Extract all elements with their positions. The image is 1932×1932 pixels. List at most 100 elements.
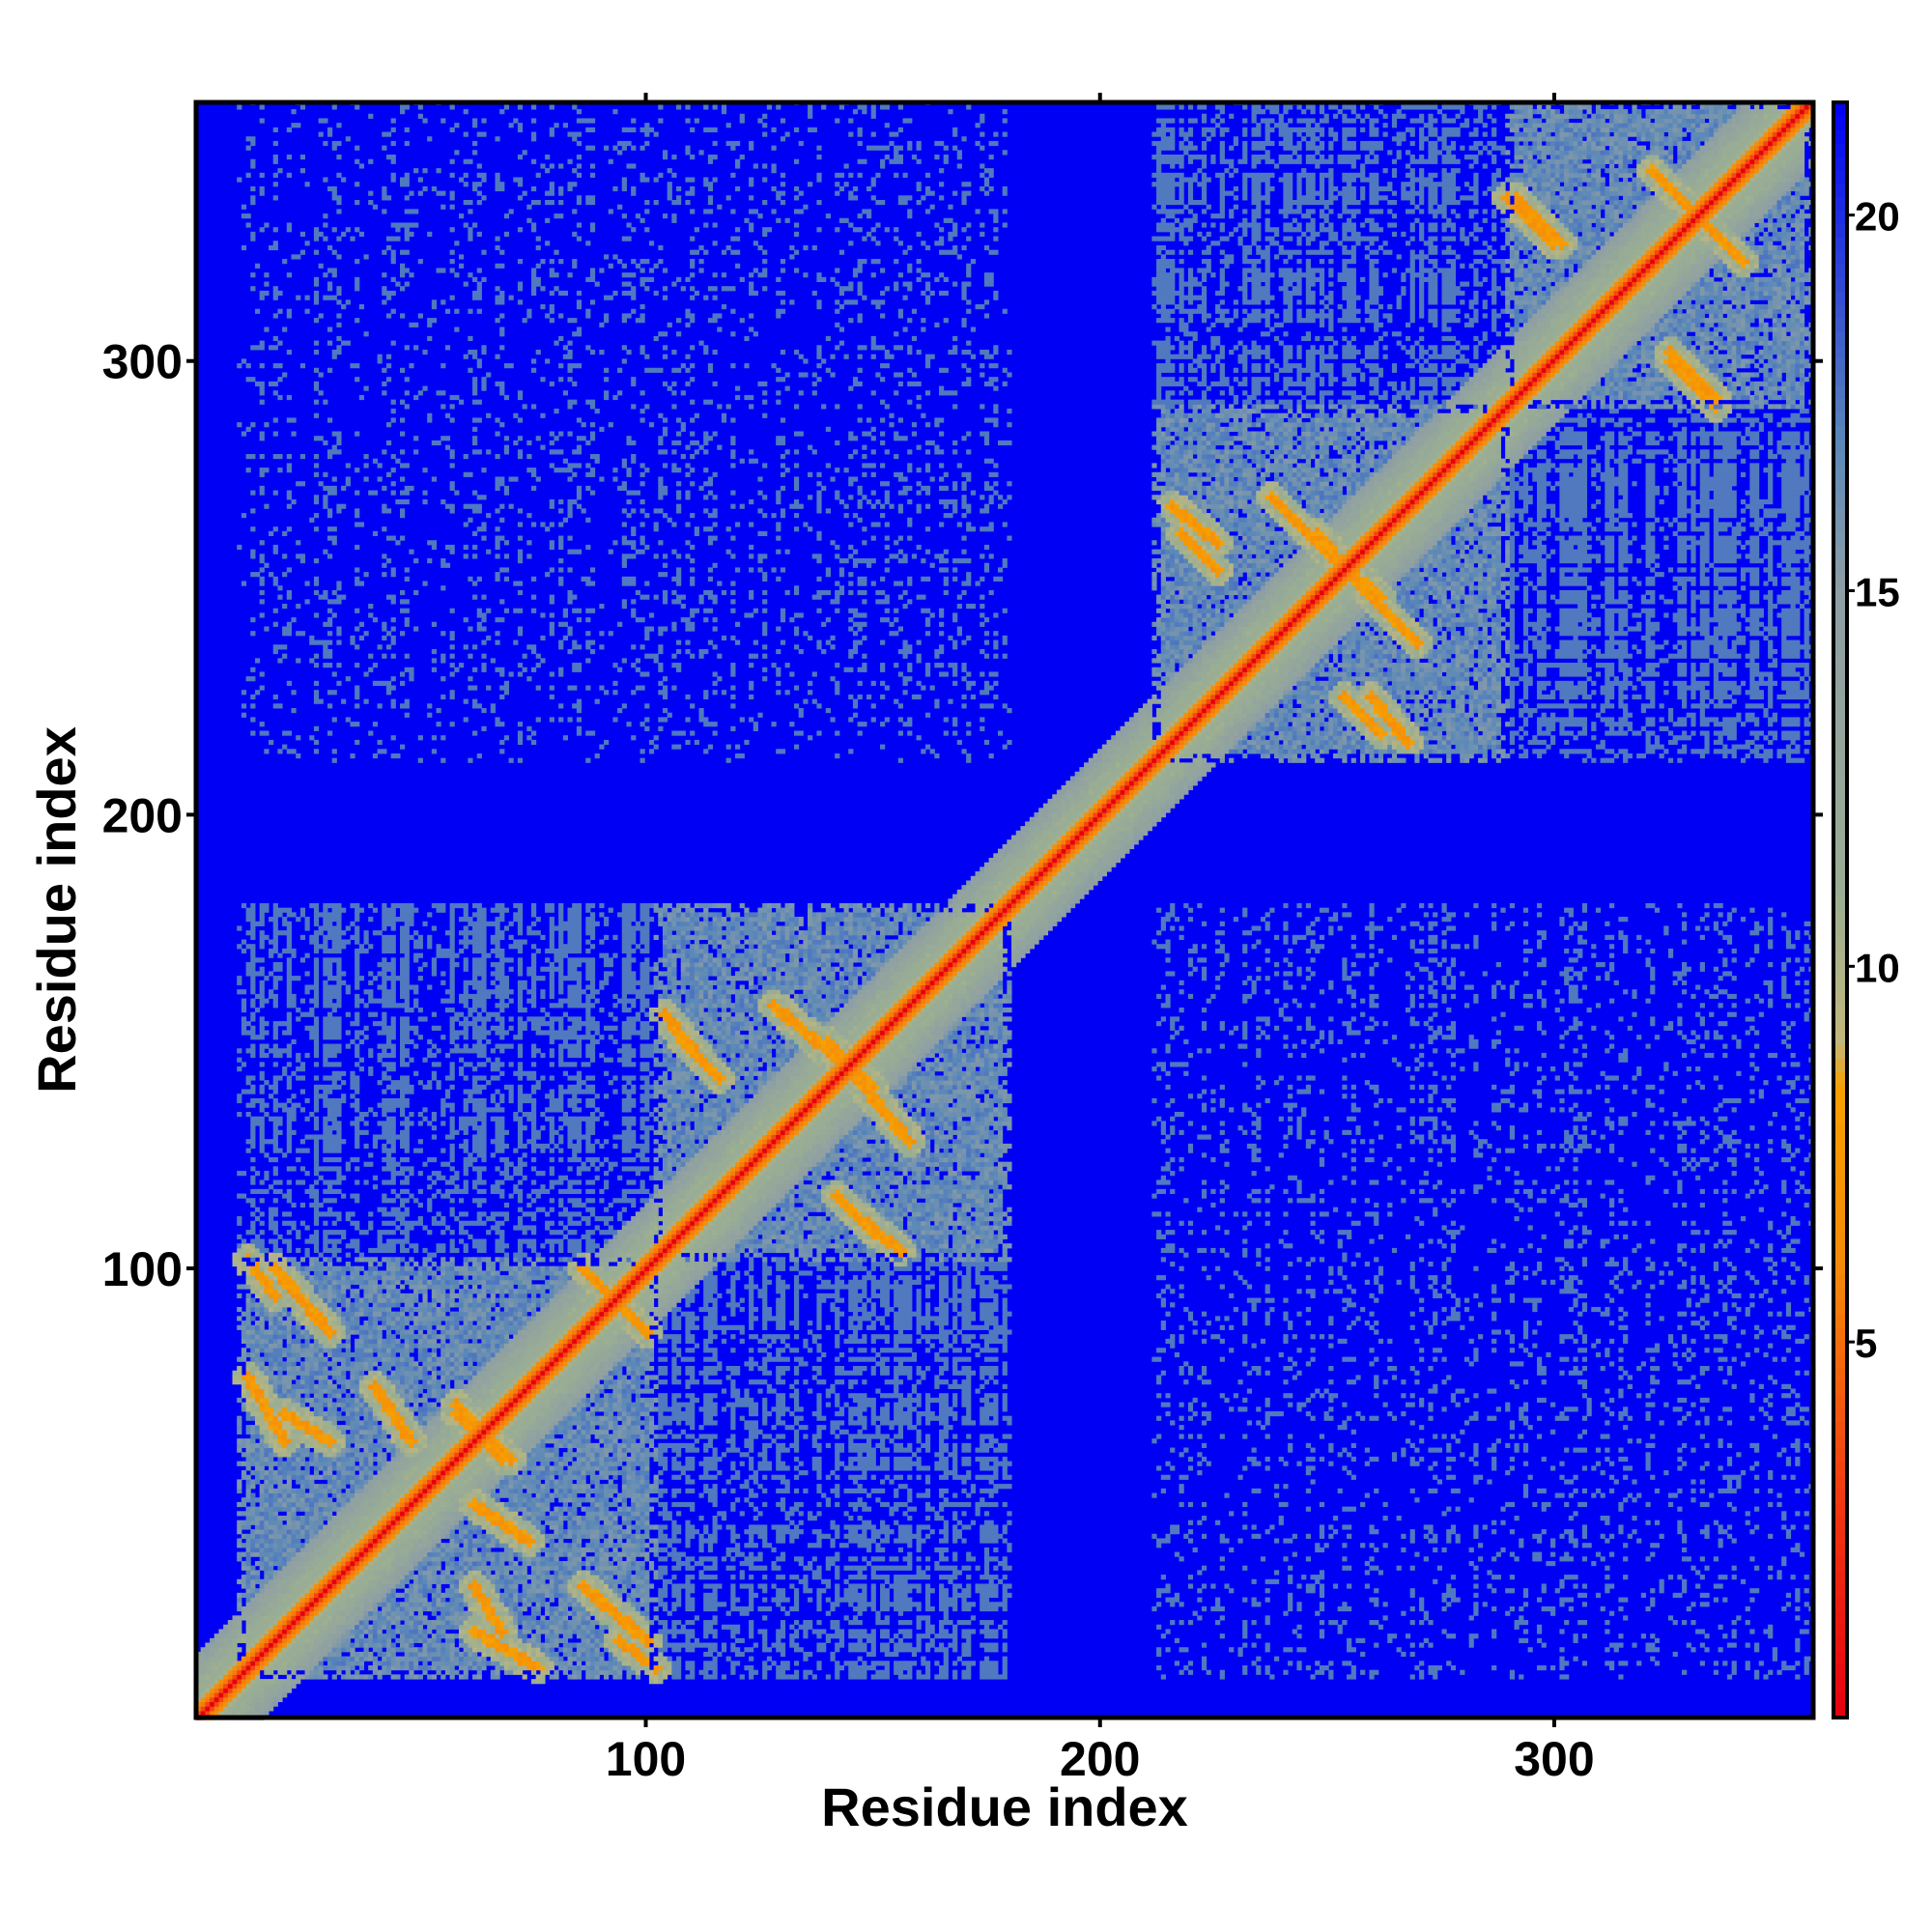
heatmap-cell [282, 1497, 288, 1503]
heatmap-cell [658, 1597, 664, 1603]
heatmap-cell [1360, 1501, 1366, 1508]
heatmap-cell [608, 1642, 613, 1648]
heatmap-cell [631, 1524, 637, 1530]
heatmap-cell [961, 1588, 972, 1594]
heatmap-cell [218, 1637, 224, 1643]
heatmap-cell [508, 1647, 514, 1653]
heatmap-cell [626, 1602, 632, 1607]
heatmap-cell [581, 1547, 586, 1553]
heatmap-cell [522, 1538, 527, 1544]
heatmap-cell [444, 1501, 451, 1508]
heatmap-cell [517, 1642, 524, 1648]
heatmap-cell [404, 1592, 410, 1599]
heatmap-cell [943, 1524, 949, 1530]
heatmap-cell [355, 1615, 360, 1621]
heatmap-cell [939, 1602, 958, 1607]
heatmap-cell [431, 1651, 438, 1658]
heatmap-cell [921, 1661, 931, 1666]
heatmap-cell [653, 1524, 659, 1530]
heatmap-cell [1726, 1642, 1737, 1648]
heatmap-cell [604, 1637, 610, 1643]
heatmap-cell [250, 1547, 256, 1553]
heatmap-cell [1347, 1674, 1356, 1680]
heatmap-cell [463, 1501, 469, 1508]
heatmap-cell [327, 1529, 333, 1535]
heatmap-cell [331, 1651, 337, 1658]
heatmap-cell [382, 1664, 387, 1671]
heatmap-cell [382, 1538, 387, 1544]
heatmap-cell [299, 1570, 306, 1576]
heatmap-cell [382, 1637, 387, 1643]
heatmap-cell [608, 1620, 613, 1626]
heatmap-cell [250, 1575, 256, 1580]
heatmap-cell [481, 1583, 487, 1589]
heatmap-cell [458, 1597, 465, 1603]
heatmap-cell [272, 1688, 278, 1693]
heatmap-cell [1731, 1629, 1737, 1634]
heatmap-cell [535, 1551, 541, 1557]
heatmap-cell [1605, 1647, 1610, 1653]
heatmap-cell [635, 1624, 641, 1630]
heatmap-cell [404, 1588, 410, 1594]
heatmap-cell [916, 1543, 922, 1548]
heatmap-cell [245, 1583, 251, 1589]
heatmap-cell [576, 1647, 582, 1653]
heatmap-cell [291, 1578, 297, 1584]
heatmap-cell [635, 1551, 641, 1557]
heatmap-cell [608, 1597, 613, 1603]
heatmap-cell [535, 1624, 541, 1630]
heatmap-cell [363, 1637, 369, 1643]
heatmap-cell [825, 1556, 840, 1562]
heatmap-cell [299, 1602, 306, 1607]
heatmap-cell [476, 1647, 482, 1653]
heatmap-cell [277, 1501, 283, 1508]
heatmap-cell [621, 1583, 627, 1589]
heatmap-cell [277, 1588, 288, 1594]
heatmap-cell [309, 1642, 315, 1648]
heatmap-cell [983, 1551, 990, 1557]
heatmap-cell [205, 1669, 211, 1675]
heatmap-cell [1581, 1543, 1592, 1548]
heatmap-cell [612, 1583, 618, 1589]
heatmap-cell [635, 1516, 641, 1521]
heatmap-cell [223, 1634, 229, 1639]
heatmap-cell [554, 1588, 559, 1594]
heatmap-cell [1795, 1592, 1801, 1599]
heatmap-cell [259, 1634, 265, 1639]
heatmap-cell [210, 1683, 215, 1689]
heatmap-cell [210, 1661, 219, 1666]
heatmap-cell [671, 1674, 682, 1680]
heatmap-cell [762, 1588, 768, 1594]
heatmap-cell [526, 1624, 532, 1630]
heatmap-cell [299, 1575, 306, 1580]
heatmap-cell [431, 1624, 438, 1630]
heatmap-cell [404, 1492, 410, 1498]
heatmap-cell [599, 1516, 610, 1521]
heatmap-cell [897, 1620, 913, 1626]
heatmap-cell [952, 1605, 958, 1612]
heatmap-cell [495, 1533, 500, 1539]
heatmap-cell [1509, 1674, 1516, 1680]
heatmap-cell [943, 1656, 949, 1662]
heatmap-cell [286, 1624, 292, 1630]
heatmap-cell [589, 1634, 596, 1639]
heatmap-cell [269, 1538, 274, 1544]
heatmap-cell [644, 1647, 655, 1653]
heatmap-cell [626, 1629, 632, 1634]
heatmap-cell [513, 1661, 519, 1666]
heatmap-cell [631, 1492, 637, 1498]
heatmap-cell [572, 1501, 578, 1508]
heatmap-cell [264, 1706, 270, 1712]
heatmap-cell [554, 1656, 559, 1662]
heatmap-cell [413, 1516, 419, 1521]
heatmap-cell [299, 1624, 306, 1630]
heatmap-cell [259, 1637, 265, 1643]
heatmap-cell [508, 1661, 514, 1666]
heatmap-cell [282, 1551, 288, 1557]
heatmap-cell [644, 1620, 650, 1626]
heatmap-cell [286, 1516, 292, 1521]
heatmap-cell [567, 1543, 573, 1548]
heatmap-cell [486, 1497, 492, 1503]
heatmap-cell [472, 1651, 478, 1658]
heatmap-cell [472, 1629, 478, 1634]
